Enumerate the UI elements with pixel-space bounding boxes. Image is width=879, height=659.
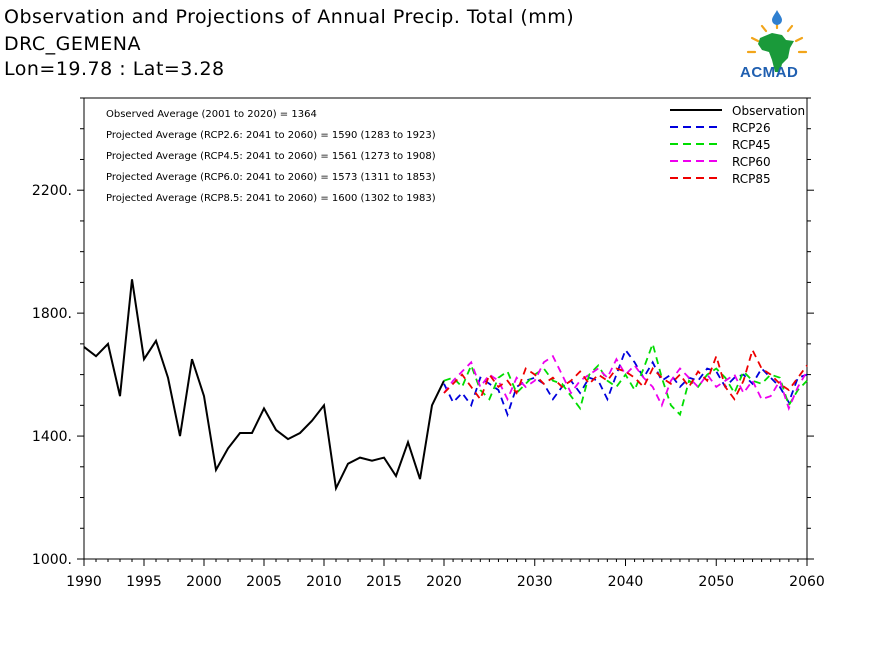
acmad-logo bbox=[746, 10, 808, 72]
series-line-rcp60 bbox=[443, 354, 808, 411]
acmad-logo-text: ACMAD bbox=[740, 64, 799, 81]
x-tick-label: 1995 bbox=[126, 574, 162, 590]
legend-label-observation: Observation bbox=[732, 104, 805, 118]
x-tick-label: 2010 bbox=[306, 574, 342, 590]
y-tick-label: 1800. bbox=[32, 306, 72, 322]
station-name: DRC_GEMENA bbox=[4, 33, 141, 55]
series-line-rcp45 bbox=[443, 340, 808, 417]
x-tick-label: 2030 bbox=[517, 574, 553, 590]
legend-label-rcp45: RCP45 bbox=[732, 138, 771, 152]
y-tick-label: 2200. bbox=[32, 183, 72, 199]
y-tick-label: 1400. bbox=[32, 429, 72, 445]
chart-title: Observation and Projections of Annual Pr… bbox=[4, 6, 575, 28]
annotation-line: Projected Average (RCP4.5: 2041 to 2060)… bbox=[106, 151, 436, 162]
annotation-line: Projected Average (RCP2.6: 2041 to 2060)… bbox=[106, 130, 436, 141]
legend-label-rcp85: RCP85 bbox=[732, 172, 771, 186]
series-line-rcp85 bbox=[443, 347, 808, 402]
x-tick-label: 1990 bbox=[66, 574, 102, 590]
x-tick-label: 2060 bbox=[789, 574, 825, 590]
x-tick-label: 2020 bbox=[426, 574, 462, 590]
x-tick-label: 2050 bbox=[698, 574, 734, 590]
x-tick-label: 2000 bbox=[186, 574, 222, 590]
x-tick-label: 2015 bbox=[366, 574, 402, 590]
legend-label-rcp60: RCP60 bbox=[732, 155, 771, 169]
legend-label-rcp26: RCP26 bbox=[732, 121, 771, 135]
x-tick-label: 2040 bbox=[608, 574, 644, 590]
x-tick-label: 2005 bbox=[246, 574, 282, 590]
station-coordinates: Lon=19.78 : Lat=3.28 bbox=[4, 58, 225, 80]
plot-frame bbox=[83, 97, 808, 560]
annotation-line: Observed Average (2001 to 2020) = 1364 bbox=[106, 109, 317, 120]
series-line-observation bbox=[83, 279, 445, 492]
annotation-line: Projected Average (RCP8.5: 2041 to 2060)… bbox=[106, 193, 436, 204]
y-tick-label: 1000. bbox=[32, 552, 72, 568]
annotation-line: Projected Average (RCP6.0: 2041 to 2060)… bbox=[106, 172, 436, 183]
